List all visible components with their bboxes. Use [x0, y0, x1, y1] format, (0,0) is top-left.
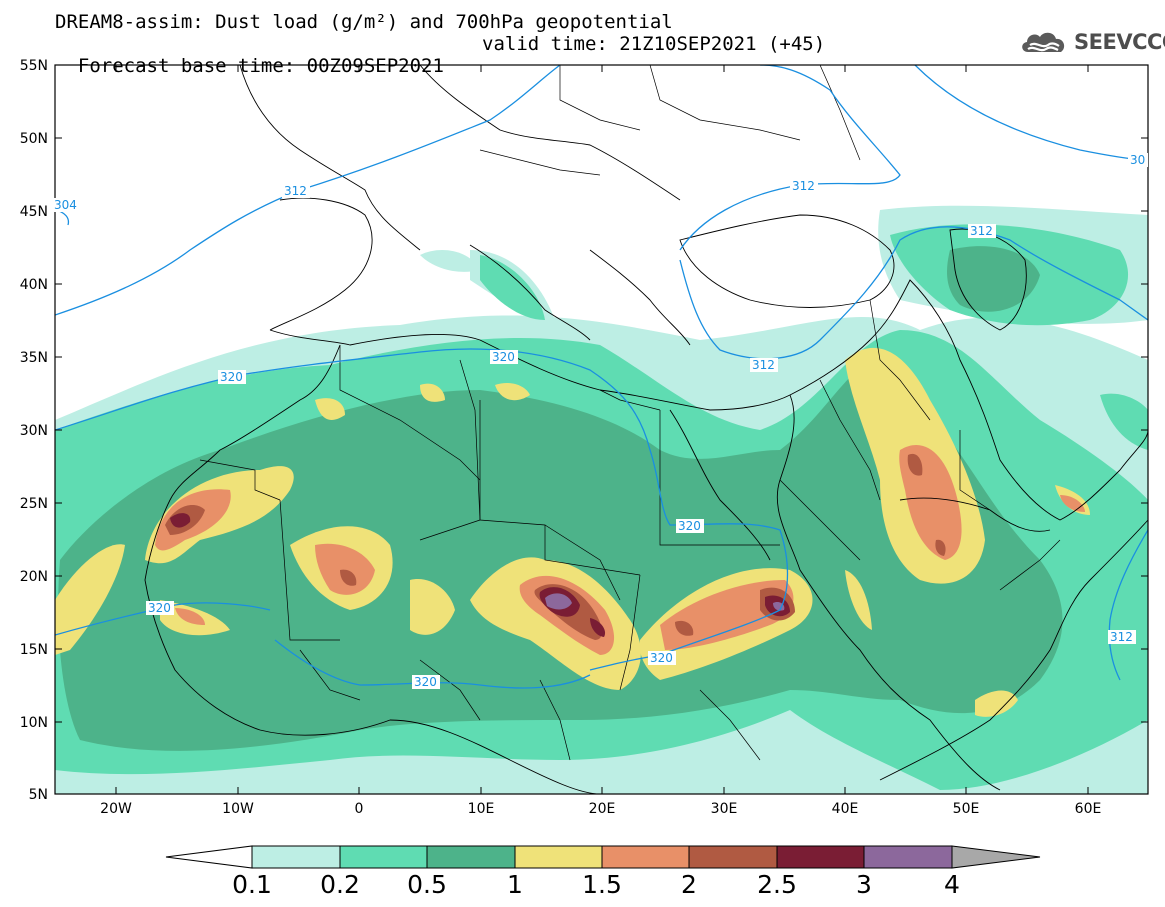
lat-label: 25N [20, 496, 48, 512]
colorbar-segment [863, 845, 953, 869]
contour-label: 312 [1110, 630, 1133, 644]
contour-label: 320 [148, 601, 171, 615]
contour-labels: 304 312 312 312 312 312 320 320 320 320 … [52, 153, 1148, 689]
latitude-labels: 55N 50N 45N 40N 35N 30N 25N 20N 15N 10N … [20, 58, 48, 803]
lon-label: 10E [468, 801, 495, 817]
lat-label: 55N [20, 58, 48, 74]
longitude-labels: 20W 10W 0 10E 20E 30E 40E 50E 60E [100, 801, 1101, 817]
colorbar-label: 2.5 [757, 870, 797, 899]
contour-label: 312 [970, 224, 993, 238]
colorbar-segment [776, 845, 865, 869]
colorbar-segment [514, 845, 603, 869]
colorbar-label: 1.5 [582, 870, 622, 899]
lat-label: 35N [20, 350, 48, 366]
lon-label: 20W [100, 801, 132, 817]
colorbar-label: 0.2 [320, 870, 360, 899]
cloud-icon [1022, 32, 1065, 52]
colorbar-segment [339, 845, 428, 869]
dust-level-3 [545, 593, 785, 611]
lat-label: 40N [20, 277, 48, 293]
lon-label: 10W [222, 801, 254, 817]
colorbar-label: 0.1 [232, 870, 272, 899]
colorbar-segment [601, 845, 690, 869]
lat-label: 10N [20, 715, 48, 731]
contour-label: 320 [678, 519, 701, 533]
lon-label: 30E [711, 801, 738, 817]
colorbar-label: 2 [681, 870, 697, 899]
lat-label: 45N [20, 204, 48, 220]
contour-label: 312 [284, 184, 307, 198]
logo-text: SEEVCCC [1074, 30, 1165, 54]
contour-label: 320 [414, 675, 437, 689]
contour-label: 320 [650, 651, 673, 665]
lon-label: 50E [953, 801, 980, 817]
contour-label: 320 [220, 370, 243, 384]
axis-ticks [55, 64, 1148, 794]
lon-label: 40E [832, 801, 859, 817]
colorbar-segment [251, 845, 341, 869]
map-title: DREAM8-assim: Dust load (g/m²) and 700hP… [55, 11, 673, 33]
lat-label: 5N [29, 787, 48, 803]
map-subtitle: Forecast base time: 00Z09SEP2021 valid t… [55, 33, 825, 99]
contour-label: 320 [492, 350, 515, 364]
base-time: Forecast base time: 00Z09SEP2021 [77, 55, 444, 77]
lat-label: 20N [20, 569, 48, 585]
lon-label: 20E [589, 801, 616, 817]
colorbar-segment [688, 845, 778, 869]
lat-label: 15N [20, 642, 48, 658]
lat-label: 30N [20, 423, 48, 439]
colorbar-segment [426, 845, 516, 869]
lat-label: 50N [20, 131, 48, 147]
seevccc-logo: SEEVCCC [1018, 27, 1165, 57]
colorbar [165, 845, 1041, 869]
colorbar-label: 4 [944, 870, 960, 899]
valid-time: valid time: 21Z10SEP2021 (+45) [482, 33, 826, 55]
contour-label: 30 [1130, 153, 1145, 167]
contour-label: 304 [54, 198, 77, 212]
colorbar-label: 3 [856, 870, 872, 899]
contour-label: 312 [792, 179, 815, 193]
contour-label: 312 [752, 358, 775, 372]
colorbar-high-arrow [951, 845, 1041, 869]
lon-label: 0 [355, 801, 364, 817]
colorbar-label: 0.5 [407, 870, 447, 899]
dust-level-2.5 [170, 513, 790, 637]
lon-label: 60E [1075, 801, 1102, 817]
colorbar-low-arrow [165, 845, 253, 869]
colorbar-label: 1 [507, 870, 523, 899]
dust-level-0.5 [58, 246, 1063, 751]
country-borders [199, 65, 1061, 761]
